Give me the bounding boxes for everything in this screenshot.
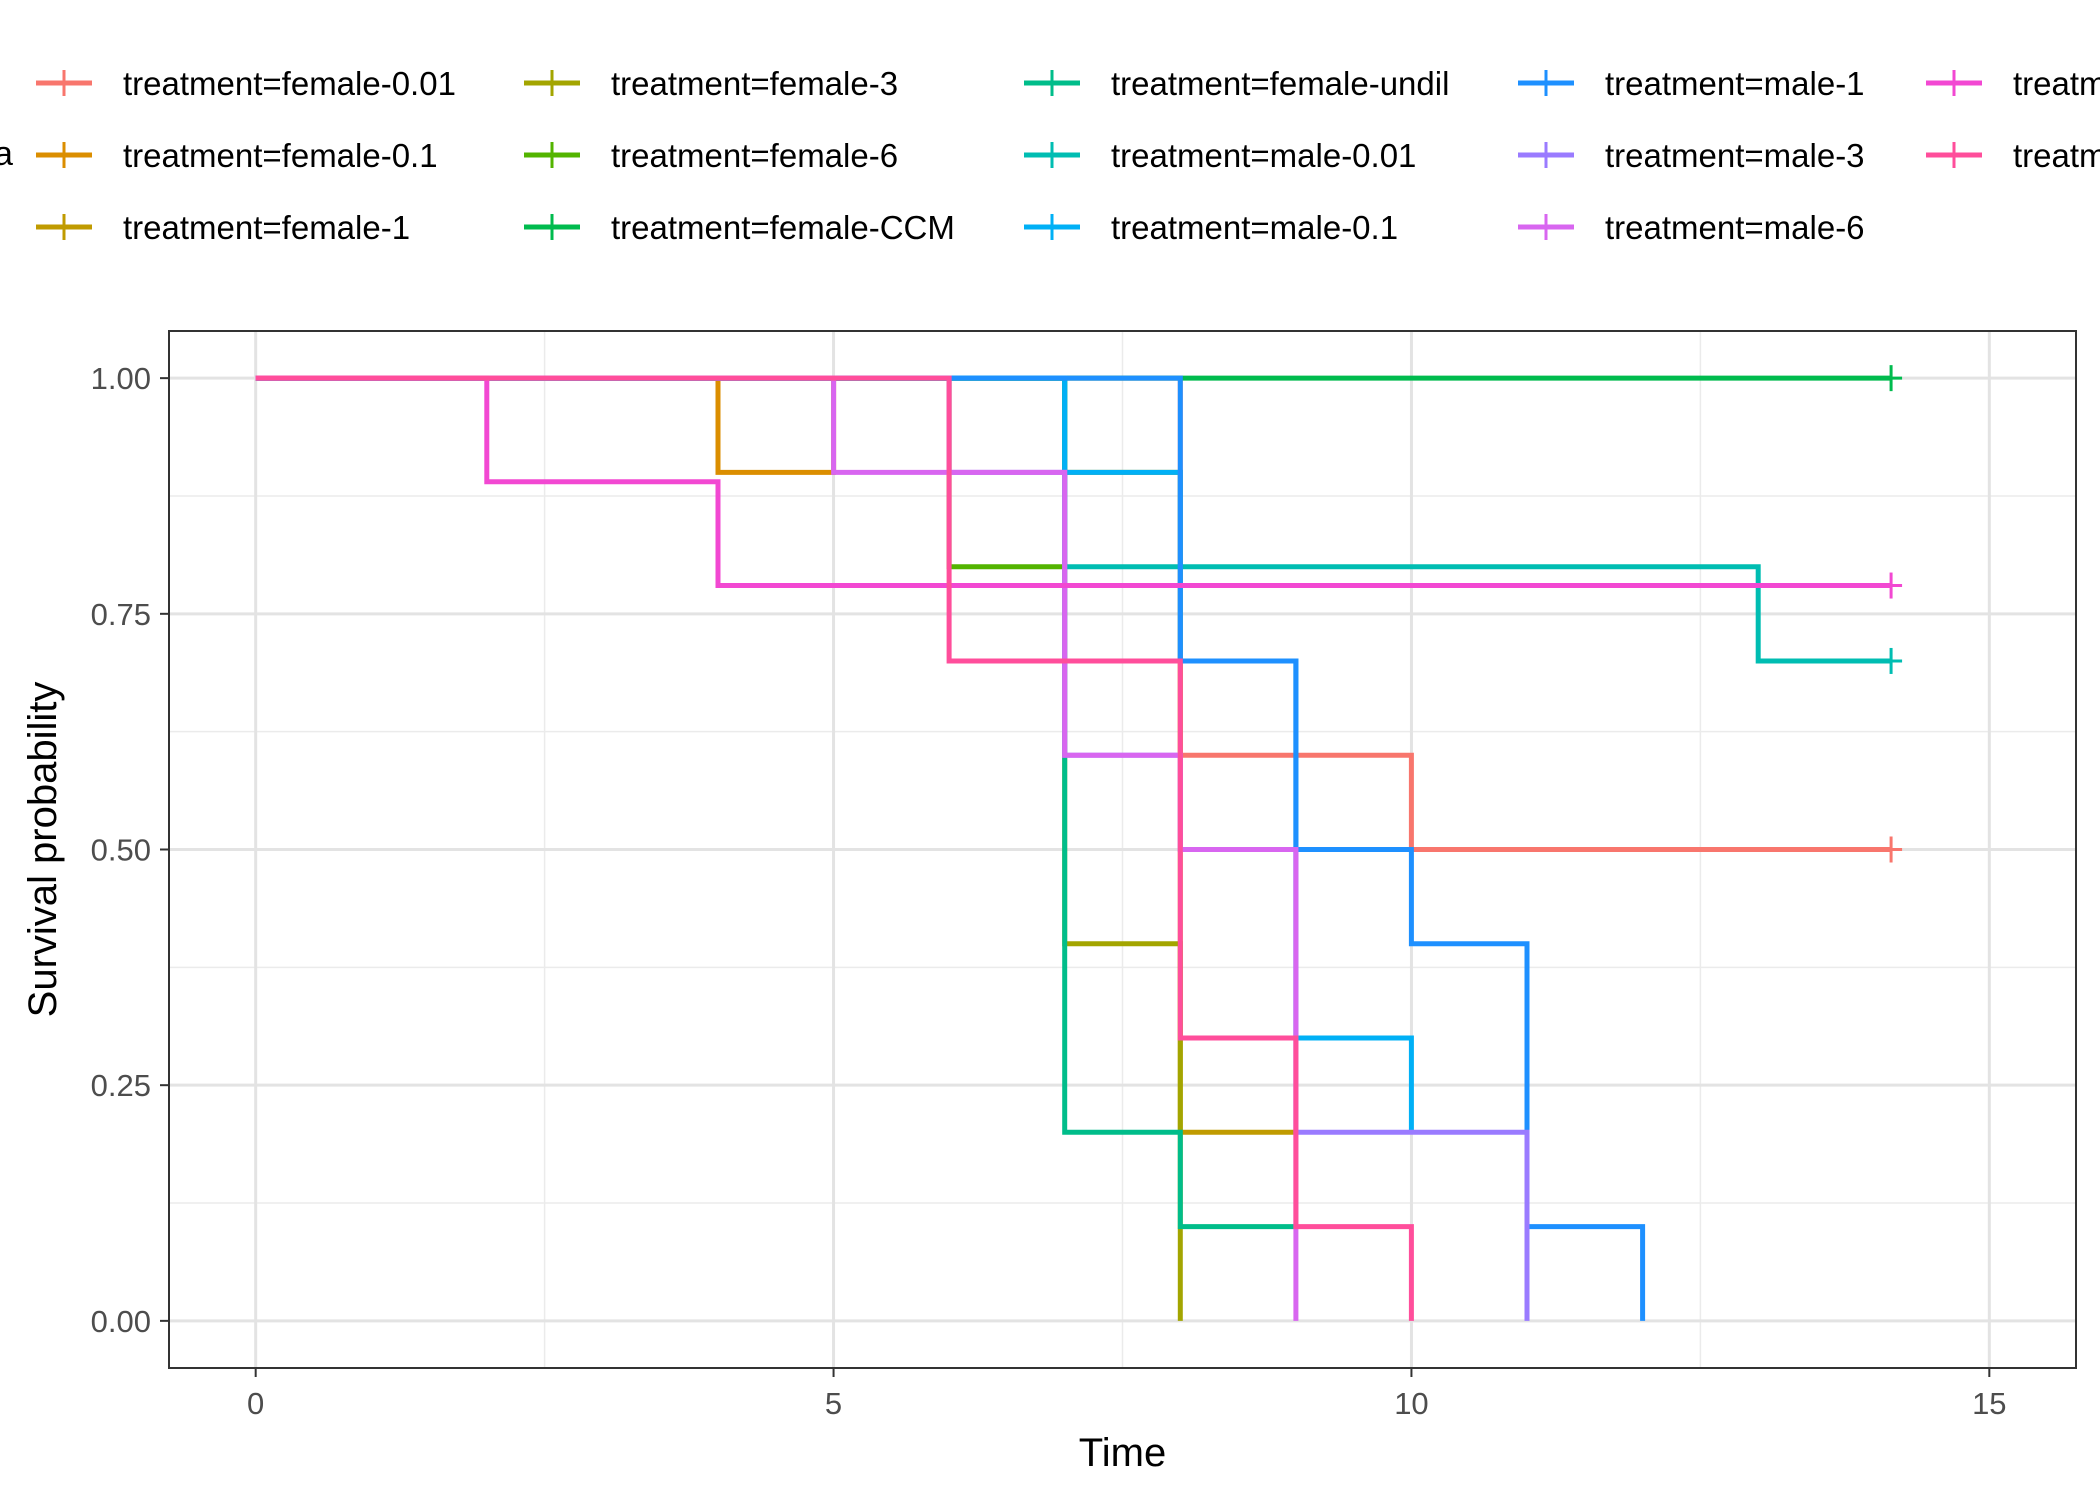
y-tick-label: 0.75: [91, 597, 151, 632]
series-line: [255, 375, 1414, 1321]
y-tick-label: 0.25: [91, 1068, 151, 1103]
y-tick-label: 0.50: [91, 833, 151, 868]
legend-item: treatment=male-6: [1518, 209, 1865, 246]
x-tick-label: 10: [1394, 1386, 1428, 1421]
legend-item: treatm: [1926, 65, 2100, 102]
legend-label: treatment=male-1: [1605, 65, 1865, 102]
x-axis-title: Time: [1079, 1431, 1166, 1475]
y-tick-label: 0.00: [91, 1304, 151, 1339]
legend-item: treatment=female-3: [524, 65, 898, 102]
series-11: [255, 375, 1299, 1321]
legend-label: treatment=female-1: [123, 209, 410, 246]
series-line: [255, 375, 1646, 1321]
legend-label: treatm: [2013, 65, 2100, 102]
y-axis-title: Survival probability: [21, 682, 65, 1018]
x-tick-label: 15: [1972, 1386, 2006, 1421]
legend-label: treatment=male-6: [1605, 209, 1865, 246]
legend-label: treatment=male-3: [1605, 137, 1865, 174]
legend-label: treatment=female-undil: [1111, 65, 1449, 102]
legend-item: treatment=female-1: [36, 209, 410, 246]
series-lines: [255, 365, 1903, 1321]
legend-item: treatment=female-0.01: [36, 65, 456, 102]
legend-label: treatm: [2013, 137, 2100, 174]
y-tick-label: 1.00: [91, 361, 151, 396]
series-line: [255, 375, 1299, 1321]
legend-item: treatment=female-CCM: [524, 209, 955, 246]
legend-item: treatment=female-6: [524, 137, 898, 174]
legend-label: treatment=female-0.01: [123, 65, 456, 102]
legend-label: treatment=female-6: [611, 137, 898, 174]
legend-item: treatm: [1926, 137, 2100, 174]
legend-item: treatment=female-0.1: [36, 137, 438, 174]
legend: treatment=female-0.01 treatment=female-0.…: [36, 65, 2100, 246]
axes: 0 5 10 15 0.00 0.25 0.50 0.75 1.00: [91, 361, 2007, 1421]
x-tick-label: 0: [247, 1386, 264, 1421]
legend-item: treatment=female-undil: [1024, 65, 1449, 102]
legend-label: treatment=female-0.1: [123, 137, 438, 174]
legend-label: treatment=male-0.1: [1111, 209, 1398, 246]
legend-label: treatment=female-CCM: [611, 209, 955, 246]
legend-item: treatment=male-3: [1518, 137, 1865, 174]
x-tick-label: 5: [825, 1386, 842, 1421]
legend-title-fragment: a: [0, 135, 13, 173]
legend-item: treatment=male-1: [1518, 65, 1865, 102]
legend-item: treatment=male-0.1: [1024, 209, 1398, 246]
legend-label: treatment=female-3: [611, 65, 898, 102]
series-9: [255, 375, 1646, 1321]
legend-item: treatment=male-0.01: [1024, 137, 1416, 174]
series-13: [255, 375, 1414, 1321]
legend-label: treatment=male-0.01: [1111, 137, 1416, 174]
